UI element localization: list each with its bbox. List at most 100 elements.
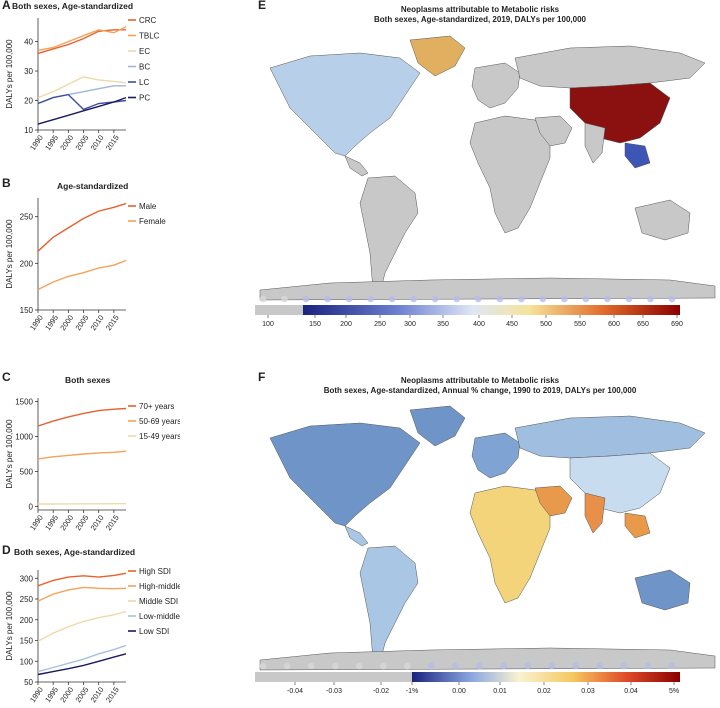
colorbar	[412, 672, 680, 682]
legend-label: Female	[139, 217, 166, 226]
y-tick-label: 1000	[15, 433, 33, 442]
map-title-e: Neoplasms attributable to Metabolic risk…	[260, 5, 700, 25]
line-chart-d: 50 100 150 200 250 300 19901995200020052010201…	[5, 567, 180, 704]
panel-label-c: C	[2, 370, 11, 384]
region-europe	[471, 432, 521, 479]
y-tick-label: 0	[29, 503, 34, 512]
x-tick-label: 2010	[89, 513, 106, 532]
region-russia	[514, 45, 706, 89]
country-dot	[431, 295, 439, 303]
map-land	[259, 405, 716, 671]
region-india	[584, 492, 606, 534]
panel-label-b: B	[2, 176, 11, 190]
series-line-middle-sdi	[37, 610, 127, 642]
panel-title-a: Both sexes, Age-standardized	[12, 1, 134, 11]
region-middleEast	[534, 115, 573, 147]
series-line-low-middle-sdi	[37, 644, 127, 673]
country-dot	[518, 295, 525, 303]
country-dot	[647, 295, 654, 303]
country-dot	[345, 295, 353, 303]
colorbar-tick-label: 0.00	[452, 688, 466, 695]
y-tick-label: 150	[20, 637, 34, 646]
colorbar-tick-label: 500	[540, 321, 552, 328]
country-dot	[355, 662, 363, 670]
x-tick-label: 2005	[73, 313, 90, 332]
legend-label: Male	[139, 202, 157, 211]
colorbar-tick-label: -1%	[406, 688, 418, 695]
legend-label: Middle SDI	[139, 597, 178, 606]
y-tick-label: 10	[24, 126, 33, 135]
panel-label-e: E	[258, 0, 267, 12]
country-dot	[283, 662, 291, 670]
legend-label: LC	[139, 78, 149, 87]
y-tick-label: 1500	[15, 398, 33, 407]
x-tick-label: 1990	[28, 513, 45, 532]
x-tick-label: 2005	[73, 513, 90, 532]
x-tick-label: 2015	[104, 685, 121, 704]
x-tick-label: 2000	[58, 313, 75, 332]
colorbar-tick-label: 550	[574, 321, 586, 328]
country-dot	[668, 662, 676, 670]
colorbar-tick-label: 0.01	[493, 688, 507, 695]
series-line-male	[37, 202, 127, 252]
country-dot	[331, 662, 339, 670]
map-land	[259, 35, 716, 301]
map-title-f: Neoplasms attributable to Metabolic risk…	[260, 376, 700, 396]
colorbar-tick-label: 0.03	[581, 688, 595, 695]
colorbar-tick-label: 5%	[669, 688, 679, 695]
x-tick-label: 2010	[89, 685, 106, 704]
country-dot	[259, 662, 267, 670]
series-line-high-middle-sdi	[37, 586, 127, 602]
panel-title-b: Age-standardized	[57, 181, 129, 191]
country-dot	[561, 295, 568, 303]
x-tick-label: 1990	[28, 685, 45, 704]
panel-label-f: F	[258, 370, 266, 384]
colorbar-tick-label: -0.04	[287, 688, 303, 695]
x-tick-label: 2015	[104, 313, 121, 332]
x-tick-label: 2005	[73, 685, 90, 704]
country-dot	[620, 662, 628, 670]
region-southAmerica	[359, 545, 419, 669]
region-centralAm	[344, 525, 369, 547]
colorbar-tick-label: 600	[608, 321, 620, 328]
region-australia	[634, 569, 691, 611]
panel-title-c: Both sexes	[65, 375, 111, 385]
country-dot	[539, 295, 547, 303]
y-tick-label: 200	[20, 259, 34, 268]
legend-label: 15-49 years	[139, 432, 180, 441]
y-tick-label: 250	[20, 213, 34, 222]
colorbar-tick-label: -0.02	[373, 688, 389, 695]
country-dot	[582, 295, 590, 303]
series-line-high-sdi	[37, 572, 127, 587]
y-tick-label: 250	[20, 595, 34, 604]
country-dot	[259, 295, 267, 303]
series-line-low-sdi	[37, 653, 127, 676]
country-dot	[572, 662, 580, 670]
country-dot	[428, 662, 435, 670]
country-dot	[476, 662, 483, 670]
colorbar-tick-label: 0.04	[624, 688, 638, 695]
country-dot	[367, 295, 374, 303]
region-southAmerica	[359, 175, 419, 299]
colorbar-tick-label: 150	[309, 321, 321, 328]
country-dot	[625, 295, 633, 303]
x-tick-label: 1990	[28, 313, 45, 332]
colorbar-tick-label: 250	[374, 321, 386, 328]
y-tick-label: 200	[20, 616, 34, 625]
region-seAsia	[624, 512, 651, 539]
region-australia	[634, 199, 691, 241]
colorbar-tick-label: 400	[473, 321, 485, 328]
region-seAsia	[624, 142, 651, 169]
legend-label: TBLC	[139, 32, 160, 41]
legend-label: High SDI	[139, 567, 171, 576]
country-dot	[453, 295, 461, 303]
colorbar-tick-label: 300	[404, 321, 416, 328]
y-axis-label: DALYs per 100,000	[5, 219, 14, 289]
colorbar-tick-label: 350	[437, 321, 449, 328]
country-dot	[644, 662, 652, 670]
region-india	[584, 122, 606, 164]
panel-title-d: Both sexes, Age-standardized	[14, 547, 136, 557]
country-dot	[452, 662, 459, 670]
